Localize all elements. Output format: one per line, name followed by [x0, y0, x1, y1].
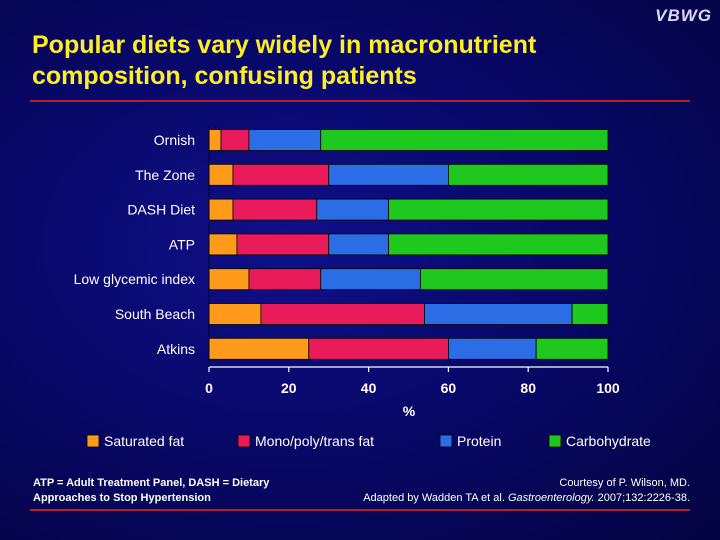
bar-segment-the-zone-protein: [328, 163, 449, 186]
bar-segment-atkins-saturated-fat: [208, 337, 310, 360]
bar-segment-atkins-carbohydrate: [535, 337, 609, 360]
x-axis-label: %: [403, 403, 416, 419]
bar-segment-south-beach-protein: [424, 303, 573, 325]
category-label-dash-diet: DASH Diet: [127, 202, 195, 218]
category-label-atkins: Atkins: [157, 341, 195, 357]
bar-segment-the-zone-saturated-fat: [208, 163, 234, 186]
bar-segment-ornish-carbohydrate: [320, 129, 609, 151]
legend-swatch-mono-poly-trans-fat: [237, 434, 251, 448]
bar-segment-dash-diet-mono-poly-trans-fat: [232, 198, 318, 221]
legend-swatch-protein: [439, 434, 453, 448]
footer-divider: [30, 509, 690, 511]
bar-segment-low-glycemic-index-carbohydrate: [420, 268, 609, 291]
x-tick-label-0: 0: [205, 380, 213, 396]
category-label-low-glycemic-index: Low glycemic index: [74, 271, 195, 287]
bar-segment-atp-protein: [328, 233, 389, 256]
bar-segment-atkins-protein: [447, 337, 537, 360]
adapted-suffix: 2007;132:2226-38.: [594, 492, 690, 504]
x-tick-label-60: 60: [441, 380, 457, 396]
title-line-2: composition, confusing patients: [32, 62, 417, 90]
bar-segment-dash-diet-protein: [316, 198, 389, 221]
category-label-the-zone: The Zone: [135, 167, 195, 183]
bar-segment-low-glycemic-index-protein: [320, 268, 421, 291]
source-footnote: Courtesy of P. Wilson, MD. Adapted by Wa…: [310, 476, 690, 506]
bar-segment-the-zone-carbohydrate: [447, 163, 609, 186]
category-label-ornish: Ornish: [154, 132, 195, 148]
stacked-bar-chart: Ornish The Zone DASH Diet ATP Low glycemic i…: [74, 126, 651, 449]
abbreviations-footnote: ATP = Adult Treatment Panel, DASH = Diet…: [33, 476, 323, 506]
legend-label-carbohydrate: Carbohydrate: [566, 433, 651, 449]
abbreviations-line-1: ATP = Adult Treatment Panel, DASH = Diet…: [33, 477, 270, 489]
brand-logo: VBWG: [655, 6, 712, 25]
courtesy-text: Courtesy of P. Wilson, MD.: [559, 477, 690, 489]
legend-label-saturated-fat: Saturated fat: [104, 433, 184, 449]
bar-segment-low-glycemic-index-saturated-fat: [208, 268, 250, 291]
bar-segment-atp-carbohydrate: [388, 233, 609, 256]
title-divider: [30, 100, 690, 102]
x-tick-label-80: 80: [520, 380, 536, 396]
legend-swatch-saturated-fat: [86, 434, 100, 448]
x-tick-label-40: 40: [361, 380, 377, 396]
bar-segment-the-zone-mono-poly-trans-fat: [232, 163, 330, 186]
abbreviations-line-2: Approaches to Stop Hypertension: [33, 492, 211, 504]
legend-swatch-carbohydrate: [548, 434, 562, 448]
x-tick-label-20: 20: [281, 380, 297, 396]
legend-label-protein: Protein: [457, 433, 501, 449]
adapted-journal: Gastroenterology.: [507, 492, 595, 504]
category-label-atp: ATP: [169, 236, 195, 252]
bar-segment-atp-saturated-fat: [208, 233, 238, 256]
category-label-south-beach: South Beach: [115, 306, 195, 322]
bar-segment-south-beach-saturated-fat: [208, 303, 262, 325]
bar-segment-south-beach-carbohydrate: [571, 303, 609, 325]
bar-segment-low-glycemic-index-mono-poly-trans-fat: [248, 268, 322, 291]
bar-segment-dash-diet-saturated-fat: [208, 198, 234, 221]
bar-segment-ornish-mono-poly-trans-fat: [220, 129, 250, 151]
adapted-prefix: Adapted by Wadden TA et al.: [363, 492, 508, 504]
bar-segment-south-beach-mono-poly-trans-fat: [260, 303, 425, 325]
bar-segment-ornish-protein: [248, 129, 322, 151]
legend-label-mono-poly-trans-fat: Mono/poly/trans fat: [255, 433, 374, 449]
title-line-1: Popular diets vary widely in macronutrie…: [32, 31, 537, 59]
bar-segment-atp-mono-poly-trans-fat: [236, 233, 330, 256]
bar-segment-atkins-mono-poly-trans-fat: [308, 337, 449, 360]
slide-title: Popular diets vary widely in macronutrie…: [32, 30, 682, 92]
bar-segment-dash-diet-carbohydrate: [388, 198, 609, 221]
x-tick-label-100: 100: [596, 380, 620, 396]
bar-segment-ornish-saturated-fat: [208, 129, 222, 151]
